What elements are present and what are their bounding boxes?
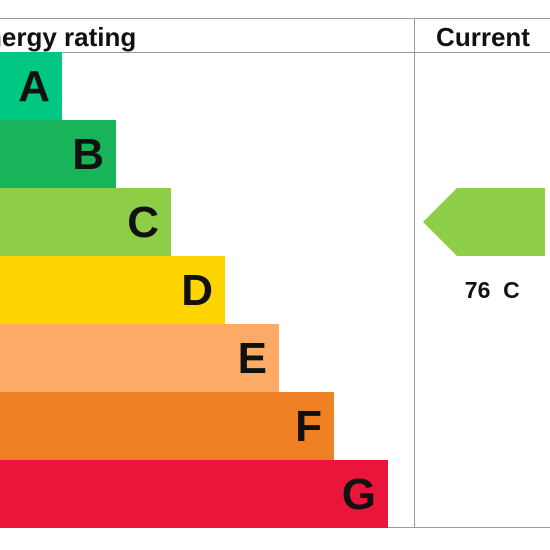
current-rating-label: 76 C: [452, 188, 538, 303]
rating-band-a: [0, 52, 62, 120]
rating-band-letter-b: B: [72, 130, 104, 179]
rating-band-d: [0, 256, 225, 324]
current-header: Current: [436, 22, 530, 52]
rating-band-letter-d: D: [181, 266, 213, 315]
rating-band-b: [0, 120, 116, 188]
current-rating-band: C: [503, 277, 520, 303]
current-rating-arrow: [423, 188, 545, 256]
rating-band-c: [0, 188, 171, 256]
current-rating-value: 76: [464, 277, 491, 303]
header-divider: [0, 52, 550, 53]
rating-band-letter-c: C: [127, 198, 159, 247]
energy-rating-header: nergy rating: [0, 22, 137, 52]
rating-band-e: [0, 324, 279, 392]
rating-band-letter-g: G: [341, 470, 376, 519]
rating-band-f: [0, 392, 334, 460]
rating-band-letter-e: E: [237, 334, 267, 383]
column-divider: [414, 18, 415, 528]
rating-band-letter-a: A: [18, 62, 50, 111]
rating-band-letter-f: F: [295, 402, 322, 451]
rating-band-g: [0, 460, 388, 528]
